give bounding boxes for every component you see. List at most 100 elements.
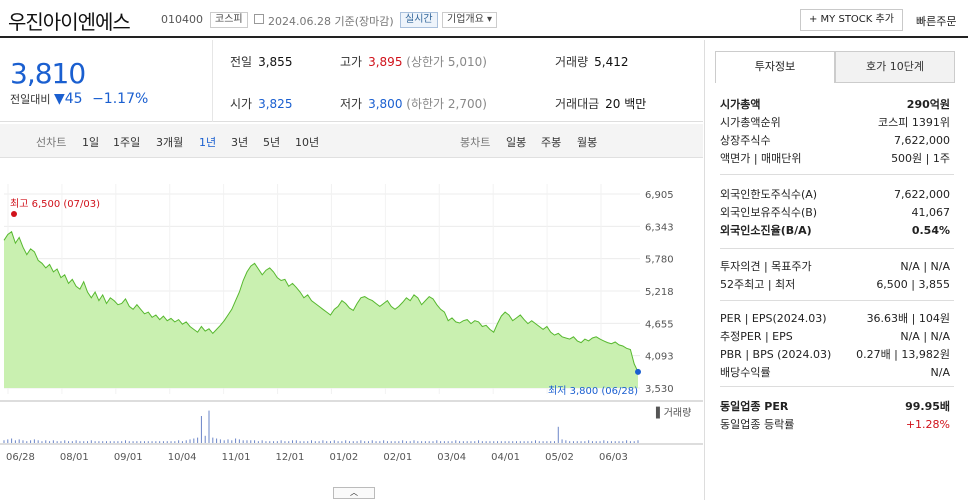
my-stock-add-button[interactable]: + MY STOCK 추가	[800, 9, 903, 31]
company-info-dropdown[interactable]: 기업개요 ▾	[442, 12, 497, 28]
y-tick-label: 4,655	[645, 319, 674, 330]
info-row-value: 7,622,000	[894, 134, 950, 147]
tab-5y[interactable]: 5년	[263, 136, 281, 149]
price-area	[4, 231, 638, 388]
tab-invest-info[interactable]: 투자정보	[715, 51, 835, 83]
y-tick-label: 5,780	[645, 255, 674, 266]
quick-order-link[interactable]: 빠른주문	[916, 15, 957, 28]
x-tick-label: 05/02	[545, 452, 574, 463]
market-badge: 코스피	[210, 12, 248, 28]
price-chart-svg: 6,905 6,343 5,780 5,218 4,655 4,093 3,530 06/28…	[0, 184, 703, 463]
info-row-value: 0.27배 | 13,982원	[856, 348, 950, 361]
info-row: 외국인보유주식수(B) 41,067	[720, 204, 950, 222]
x-tick-label: 06/28	[6, 452, 35, 463]
info-row-value: 6,500 | 3,855	[876, 278, 950, 291]
tab-3m[interactable]: 3개월	[156, 136, 184, 149]
info-row-label: 상장주식수	[720, 134, 771, 147]
x-tick-label: 08/01	[60, 452, 89, 463]
panel-separator	[720, 386, 954, 387]
info-row-value: 41,067	[911, 206, 951, 219]
info-row-label: 추정PER | EPS	[720, 330, 793, 343]
tab-10y[interactable]: 10년	[295, 136, 320, 149]
info-row: 동일업종 등락률 +1.28%	[720, 416, 950, 434]
y-tick-label: 5,218	[645, 287, 674, 298]
info-row-value: 코스피 1391위	[878, 116, 950, 129]
info-row-label: PER | EPS(2024.03)	[720, 312, 827, 325]
price-line	[3, 230, 639, 373]
date-label: 2024.06.28 기준(장마감)	[268, 15, 394, 28]
prev-value: 3,855	[258, 55, 293, 69]
x-tick-label: 10/04	[168, 452, 197, 463]
x-tick-label: 11/01	[222, 452, 251, 463]
realtime-button[interactable]: 실시간	[400, 12, 438, 28]
lower-limit: (하한가 2,700)	[406, 97, 487, 111]
amount-label: 거래대금	[555, 97, 600, 111]
candle-chart-label: 봉차트	[460, 136, 491, 149]
info-row-value: N/A | N/A	[900, 260, 950, 273]
info-row-value: 0.54%	[911, 224, 950, 237]
x-tick-label: 04/01	[491, 452, 520, 463]
info-row-label: 동일업종 등락률	[720, 418, 795, 431]
info-row: 액면가 | 매매단위 500원 | 1주	[720, 150, 950, 168]
x-tick-label: 01/02	[329, 452, 358, 463]
change-value: ▼45	[53, 91, 83, 107]
x-tick-label: 12/01	[276, 452, 305, 463]
info-row-label: 시가총액순위	[720, 116, 781, 129]
info-row: 동일업종 PER 99.95배	[720, 398, 950, 416]
quote-summary: 3,810 전일대비 ▼45 −1.17% 전일 3,855 고가 3,895 (상…	[0, 40, 703, 122]
calendar-icon	[254, 14, 264, 24]
info-row-label: 액면가 | 매매단위	[720, 152, 802, 165]
low-label: 저가	[340, 97, 363, 111]
info-row-label: 외국인한도주식수(A)	[720, 188, 818, 201]
tab-1y[interactable]: 1년	[199, 136, 217, 149]
change-label: 전일대비	[10, 93, 51, 106]
info-row: 52주최고 | 최저 6,500 | 3,855	[720, 276, 950, 294]
y-tick-label: 4,093	[645, 352, 674, 363]
y-tick-label: 3,530	[645, 384, 674, 395]
tab-monthly[interactable]: 월봉	[577, 136, 598, 149]
info-row: 투자의견 | 목표주가 N/A | N/A	[720, 258, 950, 276]
info-row: 외국인한도주식수(A) 7,622,000	[720, 186, 950, 204]
info-row: 시가총액순위 코스피 1391위	[720, 114, 950, 132]
line-chart-label: 선차트	[36, 136, 67, 149]
upper-limit: (상한가 5,010)	[406, 55, 487, 69]
info-row-value: 99.95배	[905, 400, 950, 413]
stock-name: 우진아이엔에스	[8, 10, 131, 34]
info-row-value: N/A	[930, 366, 950, 379]
amount-value: 20 백만	[605, 97, 647, 111]
info-row-value: 290억원	[906, 98, 950, 111]
tab-1d[interactable]: 1일	[82, 136, 100, 149]
high-value: 3,895	[368, 55, 403, 69]
open-label: 시가	[230, 97, 253, 111]
info-row-label: 시가총액	[720, 98, 761, 111]
info-row-label: 동일업종 PER	[720, 400, 789, 413]
tab-3y[interactable]: 3년	[231, 136, 249, 149]
tab-hoga-10[interactable]: 호가 10단계	[835, 51, 955, 83]
info-row: PER | EPS(2024.03) 36.63배 | 104원	[720, 310, 950, 328]
info-row-label: 배당수익률	[720, 366, 771, 379]
x-tick-label: 09/01	[114, 452, 143, 463]
change-line: 전일대비 ▼45 −1.17%	[10, 91, 148, 107]
info-row: PBR | BPS (2024.03) 0.27배 | 13,982원	[720, 346, 950, 364]
info-row-value: N/A | N/A	[900, 330, 950, 343]
current-price: 3,810	[10, 57, 86, 90]
info-row-value: +1.28%	[905, 418, 950, 431]
max-label: 최고 6,500 (07/03)	[10, 198, 100, 210]
stock-header: 우진아이엔에스 010400 코스피 2024.06.28 기준(장마감) 실시…	[0, 0, 968, 38]
tab-daily[interactable]: 일봉	[506, 136, 527, 149]
info-row-label: 52주최고 | 최저	[720, 278, 796, 291]
min-label: 최저 3,800 (06/28)	[548, 385, 638, 397]
divider	[212, 40, 213, 122]
chart-collapse-button[interactable]: ︿	[333, 487, 375, 499]
prev-label: 전일	[230, 55, 253, 69]
info-row: 배당수익률 N/A	[720, 364, 950, 382]
tab-weekly[interactable]: 주봉	[541, 136, 562, 149]
min-marker	[635, 368, 641, 375]
price-chart[interactable]: 6,905 6,343 5,780 5,218 4,655 4,093 3,530 06/28…	[0, 160, 703, 490]
tab-1w[interactable]: 1주일	[113, 136, 141, 149]
info-row-value: 500원 | 1주	[891, 152, 950, 165]
info-row-value: 7,622,000	[894, 188, 950, 201]
y-tick-label: 6,905	[645, 190, 674, 201]
info-row: 외국인소진율(B/A) 0.54%	[720, 222, 950, 240]
